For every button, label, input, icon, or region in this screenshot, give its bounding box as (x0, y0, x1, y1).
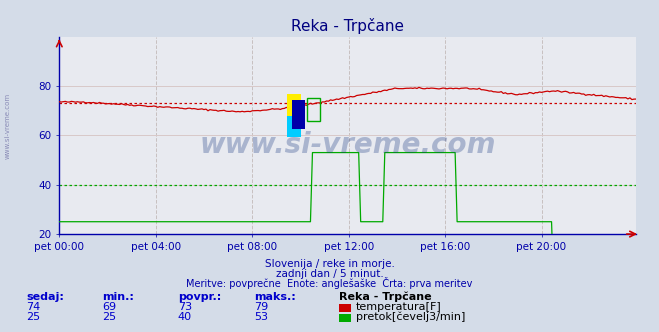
FancyBboxPatch shape (287, 116, 301, 137)
Text: www.si-vreme.com: www.si-vreme.com (200, 131, 496, 159)
Text: pretok[čevelj3/min]: pretok[čevelj3/min] (356, 312, 465, 322)
Text: povpr.:: povpr.: (178, 292, 221, 302)
Text: 74: 74 (26, 302, 41, 312)
Title: Reka - Trpčane: Reka - Trpčane (291, 18, 404, 34)
Text: zadnji dan / 5 minut.: zadnji dan / 5 minut. (275, 269, 384, 279)
Text: maks.:: maks.: (254, 292, 295, 302)
Text: temperatura[F]: temperatura[F] (356, 302, 442, 312)
Text: www.si-vreme.com: www.si-vreme.com (5, 93, 11, 159)
Text: Slovenija / reke in morje.: Slovenija / reke in morje. (264, 259, 395, 269)
Text: 53: 53 (254, 312, 268, 322)
Text: Meritve: povprečne  Enote: anglešaške  Črta: prva meritev: Meritve: povprečne Enote: anglešaške Črt… (186, 277, 473, 289)
Text: 69: 69 (102, 302, 116, 312)
FancyBboxPatch shape (287, 94, 301, 116)
Text: 79: 79 (254, 302, 268, 312)
Text: Reka - Trpčane: Reka - Trpčane (339, 292, 432, 302)
FancyBboxPatch shape (292, 100, 305, 129)
Text: sedaj:: sedaj: (26, 292, 64, 302)
Text: 73: 73 (178, 302, 192, 312)
Text: min.:: min.: (102, 292, 134, 302)
Text: 40: 40 (178, 312, 192, 322)
Text: 25: 25 (26, 312, 40, 322)
Text: 25: 25 (102, 312, 116, 322)
